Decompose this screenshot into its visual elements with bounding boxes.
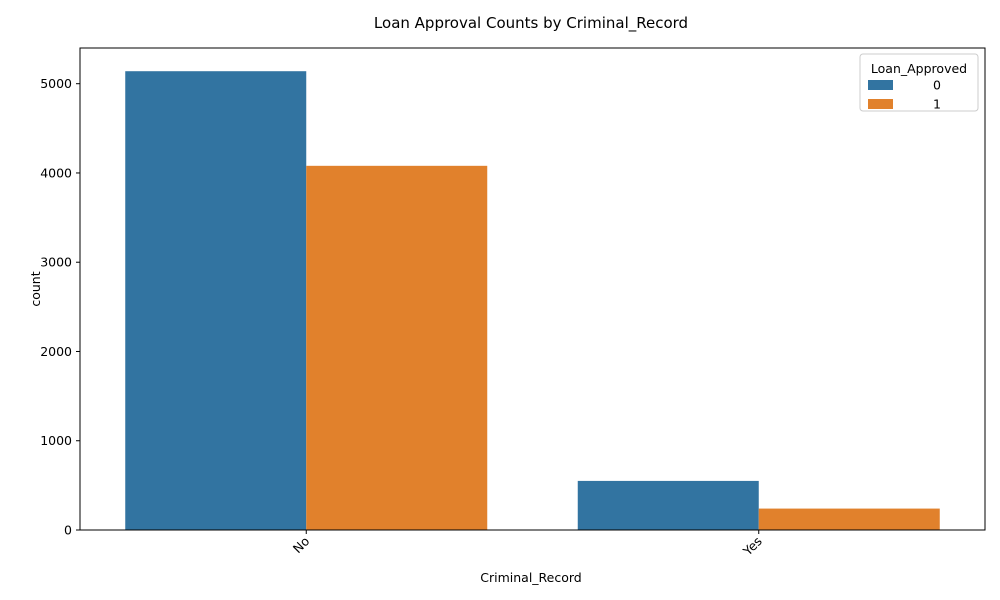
x-tick-label-yes: Yes bbox=[739, 534, 765, 560]
bar-yes-series-1[interactable] bbox=[758, 508, 940, 530]
chart-title: Loan Approval Counts by Criminal_Record bbox=[374, 14, 688, 33]
bar-no-series-0[interactable] bbox=[125, 71, 307, 531]
plot-frame bbox=[79, 47, 986, 531]
legend-label-1: 1 bbox=[933, 97, 941, 112]
legend-swatch-0 bbox=[868, 80, 893, 90]
y-axis-label: count bbox=[28, 271, 43, 306]
bars bbox=[125, 71, 940, 531]
y-tick-label: 0 bbox=[64, 523, 72, 538]
legend-swatch-1 bbox=[868, 99, 893, 109]
x-axis-label: Criminal_Record bbox=[480, 570, 581, 585]
y-tick-label: 5000 bbox=[40, 76, 72, 91]
legend-label-0: 0 bbox=[933, 78, 941, 93]
x-axis: No Yes bbox=[290, 530, 765, 559]
y-tick-label: 3000 bbox=[40, 255, 72, 270]
legend-frame bbox=[859, 53, 979, 112]
y-tick-label: 2000 bbox=[40, 344, 72, 359]
y-tick-label: 4000 bbox=[40, 165, 72, 180]
bar-no-series-1[interactable] bbox=[306, 165, 488, 531]
x-tick-label-no: No bbox=[290, 534, 313, 557]
legend-title: Loan_Approved bbox=[871, 61, 967, 76]
y-tick-label: 1000 bbox=[40, 433, 72, 448]
bar-yes-series-0[interactable] bbox=[577, 480, 759, 530]
y-axis: 0 1000 2000 3000 4000 5000 bbox=[40, 76, 80, 538]
legend[interactable]: Loan_Approved 0 1 bbox=[859, 53, 979, 112]
